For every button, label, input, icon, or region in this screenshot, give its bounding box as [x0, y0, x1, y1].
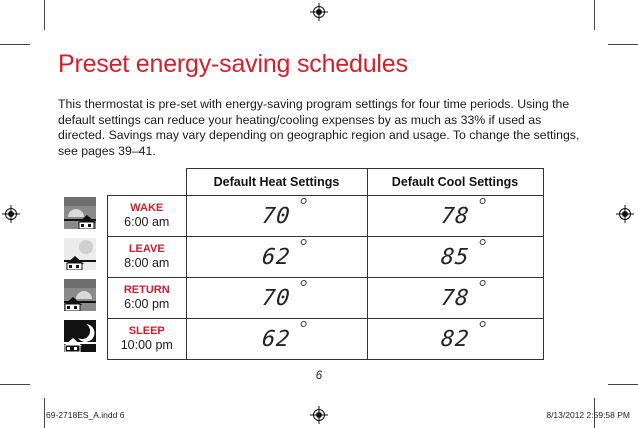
sun-house-icon	[64, 238, 96, 270]
crop-mark	[608, 384, 638, 385]
crop-mark	[44, 0, 45, 30]
table-row: SLEEP 10:00 pm 62 82	[107, 318, 544, 360]
crop-mark	[594, 398, 595, 428]
heat-setting-cell: 62	[185, 236, 368, 278]
degree-icon	[478, 238, 486, 245]
period-time: 6:00 am	[124, 215, 170, 229]
table-row: WAKE 6:00 am 70 78	[107, 195, 544, 237]
heat-temperature: 70	[260, 203, 293, 229]
degree-icon	[300, 279, 307, 286]
cool-setting-cell: 78	[366, 277, 544, 319]
period-name: WAKE	[130, 202, 164, 214]
moon-house-icon	[64, 320, 96, 352]
crop-mark	[0, 384, 30, 385]
heat-setting-cell: 62	[185, 318, 368, 360]
registration-mark-icon	[310, 3, 328, 21]
period-time: 10:00 pm	[120, 338, 173, 352]
table-header-row: Default Heat Settings Default Cool Setti…	[107, 168, 544, 196]
heat-setting-cell: 70	[185, 195, 368, 237]
crop-mark	[608, 44, 638, 45]
crop-mark	[44, 398, 45, 428]
page-title: Preset energy-saving schedules	[58, 50, 408, 78]
period-cell: LEAVE 8:00 am	[107, 236, 187, 278]
intro-paragraph: This thermostat is pre-set with energy-s…	[58, 97, 580, 158]
crop-mark	[594, 0, 595, 30]
period-cell: WAKE 6:00 am	[107, 195, 187, 237]
period-name: LEAVE	[128, 243, 165, 255]
cool-temperature: 78	[439, 285, 471, 311]
period-time: 8:00 am	[124, 256, 170, 270]
registration-mark-icon	[310, 406, 328, 424]
table-corner	[107, 168, 187, 196]
period-cell: RETURN 6:00 pm	[107, 277, 187, 319]
footer-slug-left: 69-2718ES_A.indd 6	[46, 410, 125, 420]
degree-icon	[478, 197, 486, 204]
heat-temperature: 62	[260, 244, 293, 270]
cool-setting-cell: 82	[366, 318, 544, 360]
cool-setting-cell: 78	[366, 195, 544, 237]
degree-icon	[478, 279, 486, 286]
table-row: RETURN 6:00 pm 70 78	[107, 277, 544, 319]
degree-icon	[300, 197, 307, 204]
heat-temperature: 62	[260, 326, 293, 352]
page-number: 6	[315, 370, 323, 382]
sunrise-house-icon	[64, 197, 96, 229]
cool-settings-header: Default Cool Settings	[366, 168, 544, 196]
registration-mark-icon	[2, 205, 20, 223]
cool-temperature: 82	[439, 326, 471, 352]
period-name: RETURN	[123, 284, 170, 296]
degree-icon	[300, 320, 307, 327]
cool-temperature: 85	[439, 244, 471, 270]
schedule-table: Default Heat Settings Default Cool Setti…	[107, 168, 544, 360]
period-cell: SLEEP 10:00 pm	[107, 318, 187, 360]
heat-settings-header: Default Heat Settings	[185, 168, 368, 196]
crop-mark	[0, 44, 30, 45]
degree-icon	[478, 320, 486, 327]
period-name: SLEEP	[128, 325, 165, 337]
sunset-house-icon	[64, 279, 96, 311]
cool-temperature: 78	[439, 203, 471, 229]
period-time: 6:00 pm	[124, 297, 170, 311]
degree-icon	[300, 238, 307, 245]
heat-setting-cell: 70	[185, 277, 368, 319]
heat-temperature: 70	[260, 285, 293, 311]
cool-setting-cell: 85	[366, 236, 544, 278]
registration-mark-icon	[616, 205, 634, 223]
footer-slug-right: 8/13/2012 2:59:58 PM	[546, 410, 630, 420]
table-row: LEAVE 8:00 am 62 85	[107, 236, 544, 278]
